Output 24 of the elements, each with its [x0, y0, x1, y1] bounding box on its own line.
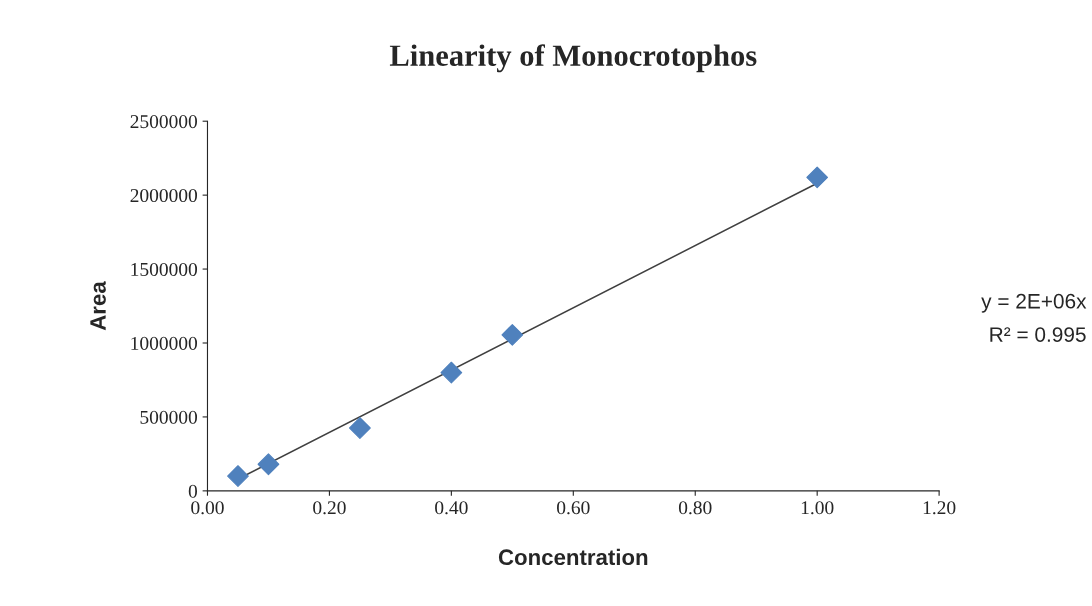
- y-tick-label: 2000000: [130, 188, 198, 203]
- x-tick-label: 0.60: [557, 501, 590, 515]
- x-tick-label: 0.80: [678, 501, 712, 515]
- y-axis-title: Area: [90, 281, 106, 331]
- y-tick-label: 2500000: [130, 115, 198, 129]
- text: R² = 0.995: [990, 327, 1086, 342]
- text: y = 2E+06x: [981, 293, 1087, 313]
- y-tick-label: 1500000: [131, 262, 198, 276]
- y-tick-label: 0: [188, 484, 198, 498]
- x-tick-label: 0.40: [435, 501, 468, 515]
- point: [806, 166, 829, 189]
- y-tick-label: 500000: [140, 410, 198, 424]
- chart-title: Linearity of Monocrotophos: [389, 44, 757, 73]
- x-axis-title: Concentration: [498, 548, 648, 566]
- x-tick-label: 0.20: [313, 501, 346, 515]
- point: [501, 323, 524, 346]
- y-tick-label: 1000000: [131, 336, 198, 350]
- x-tick-label: 0.00: [191, 501, 224, 515]
- x-tick-label: 1.20: [923, 501, 956, 515]
- point: [349, 417, 371, 439]
- point: [257, 453, 280, 476]
- x-tick-label: 1.00: [801, 501, 834, 515]
- point: [227, 465, 249, 487]
- point: [440, 361, 463, 384]
